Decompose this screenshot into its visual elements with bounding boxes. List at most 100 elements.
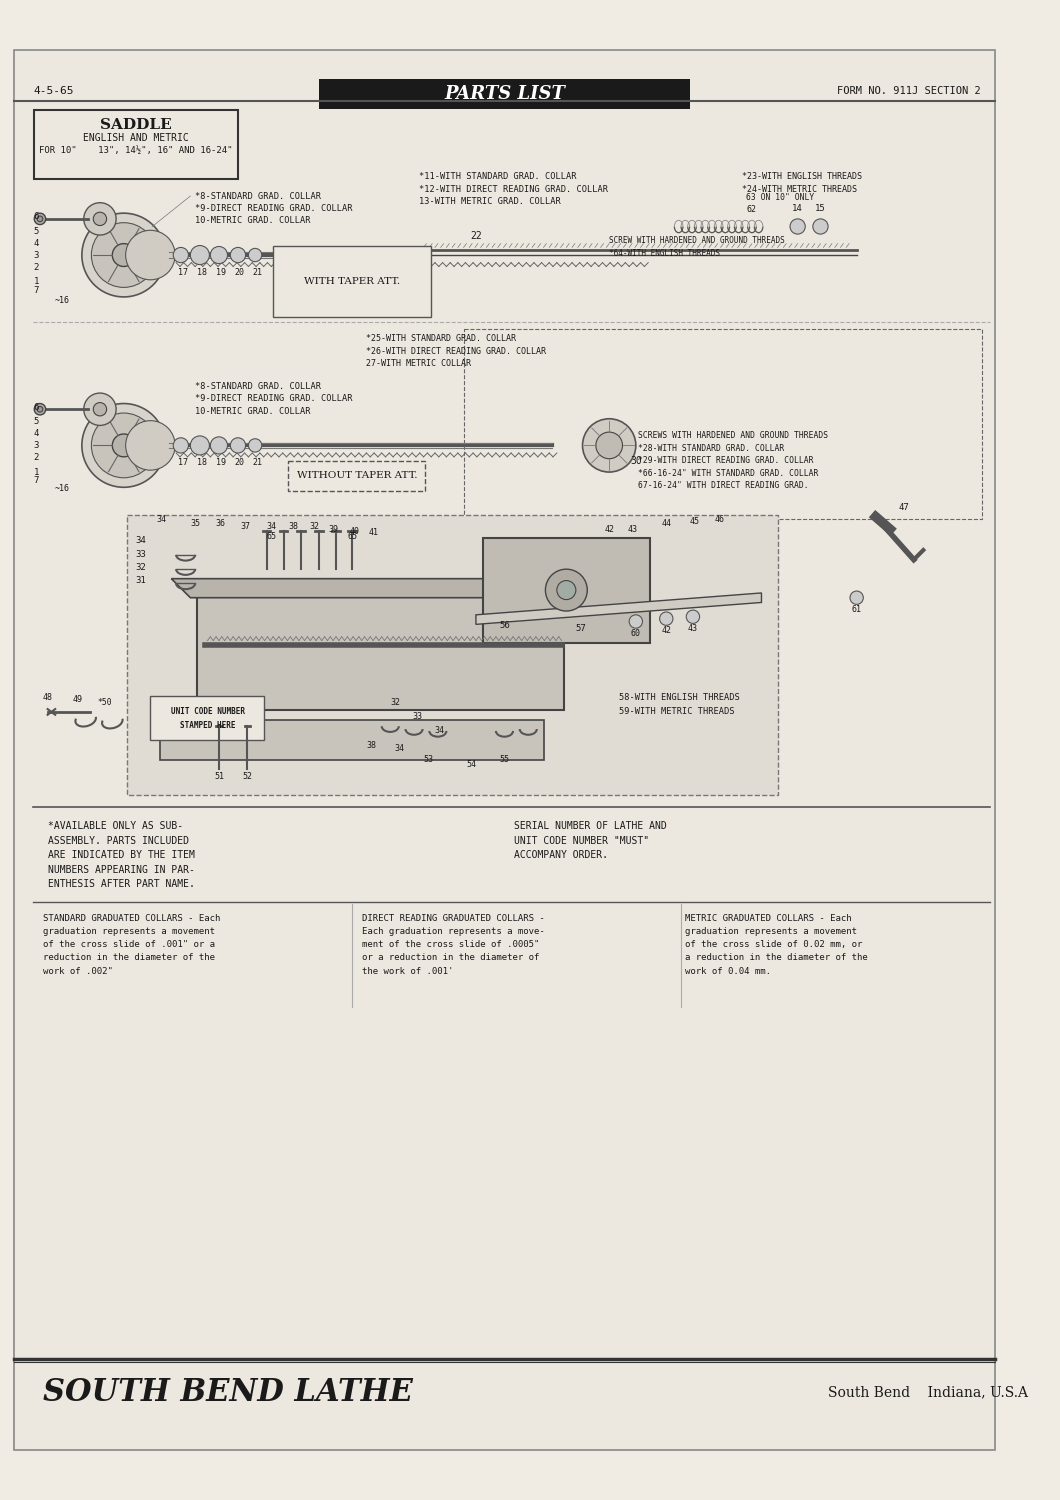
Text: 10-METRIC GRAD. COLLAR: 10-METRIC GRAD. COLLAR <box>195 406 311 416</box>
Text: 48: 48 <box>42 693 53 702</box>
Circle shape <box>82 404 165 488</box>
Circle shape <box>596 432 622 459</box>
FancyBboxPatch shape <box>197 596 564 709</box>
Text: 5: 5 <box>34 226 39 236</box>
Text: 45: 45 <box>690 518 700 526</box>
Circle shape <box>112 243 136 267</box>
Text: *23-WITH ENGLISH THREADS: *23-WITH ENGLISH THREADS <box>742 172 863 182</box>
Circle shape <box>84 393 117 426</box>
Circle shape <box>37 406 42 412</box>
Text: STAMPED HERE: STAMPED HERE <box>180 722 235 730</box>
Circle shape <box>850 591 863 604</box>
Text: 39: 39 <box>329 525 338 534</box>
Text: *29-WITH DIRECT READING GRAD. COLLAR: *29-WITH DIRECT READING GRAD. COLLAR <box>638 456 813 465</box>
Text: 34: 34 <box>266 522 277 531</box>
Circle shape <box>191 246 210 264</box>
Text: *9-DIRECT READING GRAD. COLLAR: *9-DIRECT READING GRAD. COLLAR <box>195 204 353 213</box>
Text: 33: 33 <box>136 550 146 560</box>
Circle shape <box>790 219 806 234</box>
Circle shape <box>93 402 107 416</box>
Text: 21: 21 <box>252 458 262 466</box>
Text: SADDLE: SADDLE <box>101 117 172 132</box>
Text: 1: 1 <box>34 468 39 477</box>
Text: 51: 51 <box>214 771 224 780</box>
Circle shape <box>230 248 246 262</box>
Text: 43: 43 <box>628 525 638 534</box>
FancyBboxPatch shape <box>126 514 778 795</box>
Text: 22: 22 <box>470 231 482 242</box>
Text: 19: 19 <box>216 267 226 276</box>
Text: 40: 40 <box>349 526 359 536</box>
Circle shape <box>91 222 156 288</box>
Circle shape <box>34 213 46 225</box>
Text: 62: 62 <box>747 206 757 214</box>
Text: *8-STANDARD GRAD. COLLAR: *8-STANDARD GRAD. COLLAR <box>195 192 321 201</box>
Text: 57: 57 <box>576 624 586 633</box>
Circle shape <box>126 420 175 470</box>
Text: *8-STANDARD GRAD. COLLAR: *8-STANDARD GRAD. COLLAR <box>195 382 321 392</box>
Circle shape <box>686 610 700 624</box>
Text: 65: 65 <box>348 531 357 540</box>
Text: 13-WITH METRIC GRAD. COLLAR: 13-WITH METRIC GRAD. COLLAR <box>419 196 561 206</box>
Text: UNIT CODE NUMBER: UNIT CODE NUMBER <box>171 708 245 717</box>
Text: 27-WITH METRIC COLLAR: 27-WITH METRIC COLLAR <box>367 358 472 368</box>
Circle shape <box>84 202 117 236</box>
Text: METRIC GRADUATED COLLARS - Each
graduation represents a movement
of the cross sl: METRIC GRADUATED COLLARS - Each graduati… <box>686 914 868 975</box>
Text: 34: 34 <box>394 744 405 753</box>
Text: 7: 7 <box>34 476 39 484</box>
Circle shape <box>191 436 210 454</box>
Text: 2: 2 <box>34 453 39 462</box>
Text: 1: 1 <box>34 278 39 286</box>
Text: SOUTH BEND LATHE: SOUTH BEND LATHE <box>42 1377 412 1408</box>
Circle shape <box>34 404 46 416</box>
Text: 61: 61 <box>851 604 862 613</box>
Text: 34: 34 <box>435 726 445 735</box>
Polygon shape <box>476 592 761 624</box>
Text: *12-WITH DIRECT READING GRAD. COLLAR: *12-WITH DIRECT READING GRAD. COLLAR <box>419 184 607 194</box>
Text: 15: 15 <box>815 204 826 213</box>
FancyBboxPatch shape <box>160 720 545 759</box>
Text: ENGLISH AND METRIC: ENGLISH AND METRIC <box>84 134 189 142</box>
Text: 32: 32 <box>136 562 146 572</box>
FancyBboxPatch shape <box>34 111 237 178</box>
Text: *26-WITH DIRECT READING GRAD. COLLAR: *26-WITH DIRECT READING GRAD. COLLAR <box>367 346 547 355</box>
Text: 34: 34 <box>136 536 146 544</box>
Text: 17: 17 <box>178 267 188 276</box>
Text: 42: 42 <box>604 525 614 534</box>
Text: 17: 17 <box>178 458 188 466</box>
Text: PARTS LIST: PARTS LIST <box>444 86 565 104</box>
Polygon shape <box>172 579 590 597</box>
Circle shape <box>630 615 642 628</box>
Text: 21: 21 <box>252 267 262 276</box>
Text: 63 ON 10" ONLY: 63 ON 10" ONLY <box>746 194 815 202</box>
Text: 67-16-24" WITH DIRECT READING GRAD.: 67-16-24" WITH DIRECT READING GRAD. <box>638 482 809 490</box>
Text: 20: 20 <box>235 267 245 276</box>
Circle shape <box>173 248 189 262</box>
Text: SCREW WITH HARDENED AND GROUND THREADS: SCREW WITH HARDENED AND GROUND THREADS <box>610 237 784 246</box>
Text: FORM NO. 911J SECTION 2: FORM NO. 911J SECTION 2 <box>836 87 980 96</box>
Text: 44: 44 <box>661 519 671 528</box>
Circle shape <box>546 568 587 610</box>
Text: 46: 46 <box>714 514 725 523</box>
Text: 32: 32 <box>310 522 319 531</box>
Text: 54: 54 <box>466 760 476 770</box>
Text: 5: 5 <box>34 417 39 426</box>
Text: 4: 4 <box>34 429 39 438</box>
Text: 53: 53 <box>423 754 434 764</box>
Text: *28-WITH STANDARD GRAD. COLLAR: *28-WITH STANDARD GRAD. COLLAR <box>638 444 784 453</box>
Text: 36: 36 <box>216 519 226 528</box>
FancyBboxPatch shape <box>151 696 264 740</box>
Circle shape <box>210 436 228 454</box>
Text: South Bend    Indiana, U.S.A: South Bend Indiana, U.S.A <box>828 1386 1028 1400</box>
Text: 32: 32 <box>390 698 400 706</box>
Text: 6: 6 <box>34 213 39 222</box>
Text: *11-WITH STANDARD GRAD. COLLAR: *11-WITH STANDARD GRAD. COLLAR <box>419 172 577 182</box>
FancyBboxPatch shape <box>288 460 425 490</box>
Text: STANDARD GRADUATED COLLARS - Each
graduation represents a movement
of the cross : STANDARD GRADUATED COLLARS - Each gradua… <box>42 914 220 975</box>
Text: 3: 3 <box>34 441 39 450</box>
Text: 52: 52 <box>243 771 252 780</box>
Text: 55: 55 <box>499 754 510 764</box>
Text: WITHOUT TAPER ATT.: WITHOUT TAPER ATT. <box>297 471 418 480</box>
Circle shape <box>248 249 262 261</box>
Text: 58-WITH ENGLISH THREADS: 58-WITH ENGLISH THREADS <box>619 693 740 702</box>
